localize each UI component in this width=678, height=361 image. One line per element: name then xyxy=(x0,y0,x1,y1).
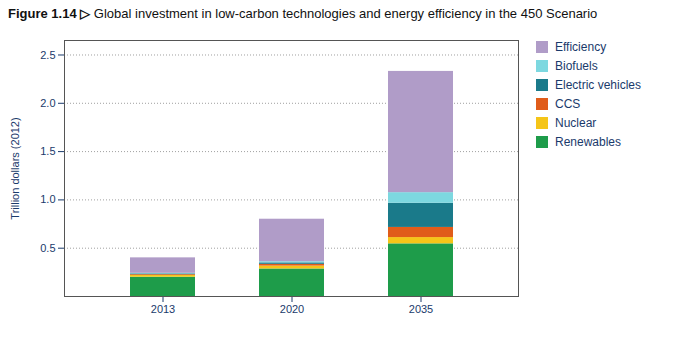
html-text:Renewables: Renewables xyxy=(555,135,621,149)
svg-text:2035: 2035 xyxy=(409,303,433,315)
html-text:Nuclear: Nuclear xyxy=(555,116,597,130)
svg-text:1.0: 1.0 xyxy=(40,193,55,205)
html-text:CCS: CCS xyxy=(555,97,581,111)
html-text:Electric vehicles: Electric vehicles xyxy=(555,78,641,92)
svg-text:Trillion dollars (2012): Trillion dollars (2012) xyxy=(9,117,21,219)
html-text:Efficiency: Efficiency xyxy=(555,40,607,54)
html-text:Biofuels: Biofuels xyxy=(555,59,598,73)
svg-text:0.5: 0.5 xyxy=(40,242,55,254)
svg-text:2.0: 2.0 xyxy=(40,97,55,109)
html-text:Figure 1.14 ▷ Global investmen: Figure 1.14 ▷ Global investment in low-c… xyxy=(8,6,598,21)
svg-text:2020: 2020 xyxy=(280,303,304,315)
svg-text:2.5: 2.5 xyxy=(40,49,55,61)
svg-text:1.5: 1.5 xyxy=(40,145,55,157)
svg-text:2013: 2013 xyxy=(151,303,175,315)
